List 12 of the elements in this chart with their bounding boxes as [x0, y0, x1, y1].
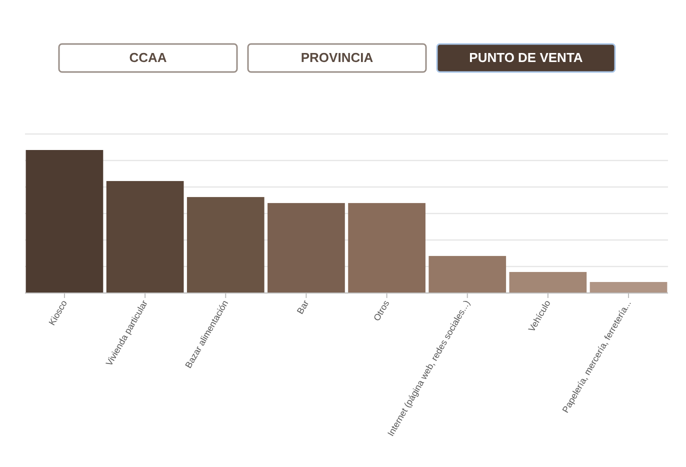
- bar: [26, 150, 104, 293]
- bar: [428, 256, 506, 293]
- text: CCAA: [129, 50, 168, 65]
- bar: [348, 203, 426, 293]
- text: PUNTO DE VENTA: [469, 50, 584, 65]
- text: PROVINCIA: [300, 50, 374, 65]
- bar: [268, 203, 345, 293]
- bar: [186, 197, 264, 293]
- bar: [590, 282, 668, 293]
- bar: [106, 181, 184, 293]
- x-tick-label: Bar: [295, 298, 311, 316]
- bar: [509, 272, 587, 293]
